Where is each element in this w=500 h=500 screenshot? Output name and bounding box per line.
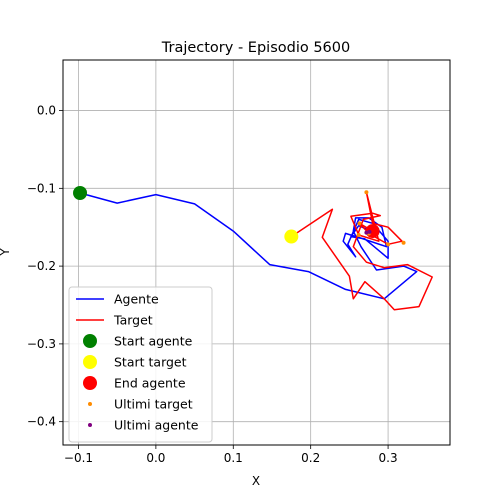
- x-tick-label: 0.2: [301, 451, 320, 465]
- legend-swatch: [83, 334, 97, 348]
- marker-start-agente: [73, 186, 88, 200]
- marker-ultimi-agente: [364, 230, 369, 235]
- marker-ultimi-target: [386, 242, 391, 247]
- legend-label: End agente: [114, 376, 186, 391]
- axis-ticks: −0.1 0.0 0.1 0.2 0.3 0.0 −0.1 −0.2 −0.3 −0.4: [27, 104, 398, 465]
- marker-ultimi-target: [364, 190, 369, 195]
- chart-title: Trajectory - Episodio 5600: [161, 40, 350, 56]
- legend-box: [68, 286, 213, 443]
- legend-swatch: [83, 355, 97, 369]
- marker-start-target: [284, 229, 299, 244]
- plot-frame: [62, 59, 451, 446]
- legend-swatch: [88, 402, 92, 406]
- x-tick-label: −0.1: [64, 451, 93, 465]
- marker-ultimi-target: [356, 233, 361, 237]
- marker-ultimi-agente: [367, 229, 372, 234]
- marker-ultimi-target: [357, 221, 362, 226]
- x-tick-label: 0.3: [379, 451, 398, 465]
- legend: Agente Target Start agente Start target End …: [68, 286, 213, 443]
- plot-data: [73, 186, 433, 311]
- y-axis-label: Y: [0, 248, 12, 257]
- legend-swatch: [88, 423, 92, 427]
- x-tick-label: 0.0: [146, 451, 165, 465]
- legend-label: Start agente: [114, 334, 193, 349]
- legend-label: Agente: [114, 292, 159, 307]
- y-tick-label: −0.1: [27, 181, 56, 195]
- x-tick-label: 0.1: [224, 451, 243, 465]
- y-tick-label: −0.2: [27, 259, 56, 273]
- y-tick-label: −0.4: [27, 415, 56, 429]
- legend-swatch: [83, 376, 97, 390]
- x-axis-label: X: [252, 474, 260, 488]
- series-line-target: [290, 191, 433, 311]
- y-tick-label: 0.0: [37, 104, 56, 118]
- legend-label: Start target: [114, 355, 187, 370]
- legend-label: Ultimi agente: [114, 418, 199, 433]
- legend-label: Target: [113, 313, 153, 328]
- marker-ultimi-target: [401, 240, 406, 245]
- legend-label: Ultimi target: [114, 397, 193, 412]
- y-tick-label: −0.3: [27, 337, 56, 351]
